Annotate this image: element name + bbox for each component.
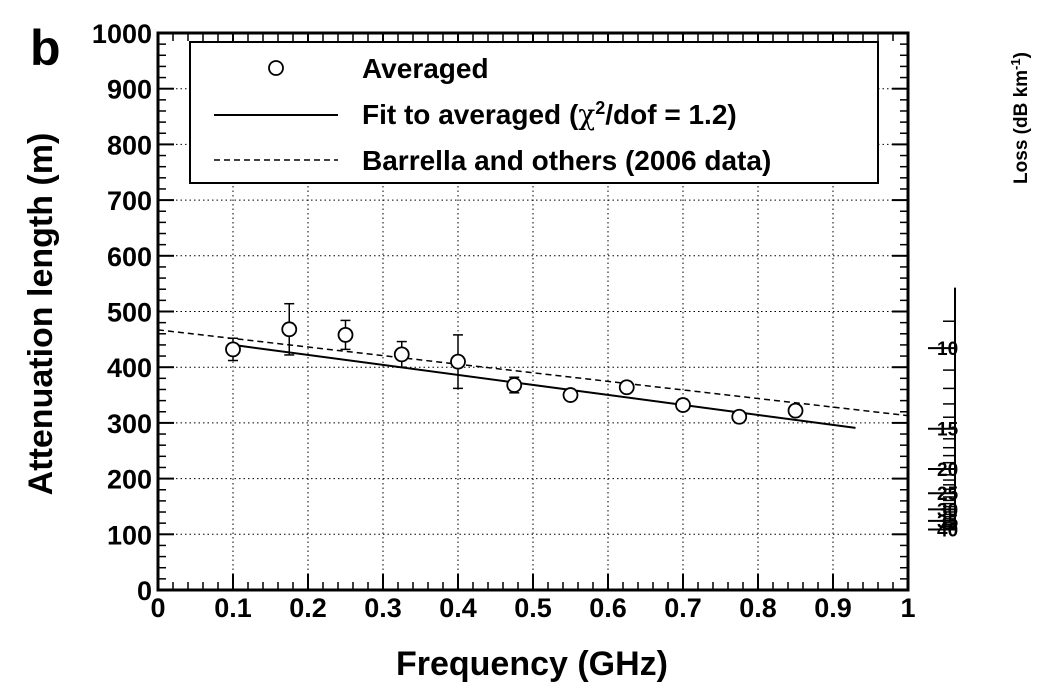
data-point (731, 408, 748, 425)
x-tick-label: 0.8 (739, 593, 777, 623)
right-axis-title-sup: -1 (1008, 58, 1023, 70)
right-axis-title: Loss (dB km-1) (1008, 52, 1033, 184)
x-tick-label: 0.9 (814, 593, 852, 623)
data-point (675, 397, 691, 413)
right-loss-axis: 10152025303540 (928, 287, 959, 542)
x-tick-label: 0.3 (364, 593, 402, 623)
y-tick-label: 300 (107, 409, 152, 439)
legend-fit-sup: 2 (595, 98, 605, 118)
data-point (393, 346, 410, 363)
right-axis-title-close: ) (1011, 52, 1032, 58)
y-axis-title: Attenuation length (m) (22, 133, 60, 496)
y-tick-label: 1000 (92, 19, 152, 49)
legend-label-barrella: Barrella and others (2006 data) (362, 145, 771, 176)
y-tick-label: 700 (107, 186, 152, 216)
x-tick-label: 0.7 (664, 593, 702, 623)
legend-marker-circle (268, 60, 284, 76)
fit-solid-line (232, 343, 856, 429)
legend-fit-text-after: /dof = 1.2) (605, 99, 736, 130)
data-point (450, 353, 466, 370)
x-tick-label: 0.6 (589, 593, 627, 623)
x-tick-label: 0.2 (289, 593, 327, 623)
right-tick-label: 40 (937, 521, 958, 542)
x-tick-label: 0.5 (514, 593, 552, 623)
data-point (506, 377, 523, 393)
legend: Averaged Fit to averaged (χ2/dof = 1.2) Ba… (189, 41, 879, 184)
y-tick-label: 900 (107, 75, 152, 105)
legend-label-fit: Fit to averaged (χ2/dof = 1.2) (362, 98, 737, 131)
y-tick-label: 200 (107, 465, 152, 495)
right-tick-label: 10 (937, 339, 958, 360)
y-tick-label: 800 (107, 130, 152, 160)
data-point (562, 387, 579, 403)
y-tick-label: 0 (137, 576, 152, 606)
x-tick-label: 0.1 (214, 593, 252, 623)
x-tick-label: 0.4 (439, 593, 477, 623)
right-tick-label: 15 (937, 420, 959, 441)
y-tick-label: 400 (107, 353, 152, 383)
y-tick-label: 600 (107, 242, 152, 272)
right-tick-label: 20 (937, 460, 958, 481)
y-tick-label: 100 (107, 520, 152, 550)
data-point (225, 341, 241, 358)
x-tick-label: 0 (150, 593, 165, 623)
data-point (787, 402, 804, 419)
legend-fit-chi: χ (578, 98, 595, 131)
legend-label-averaged: Averaged (362, 53, 489, 84)
data-series (157, 302, 909, 429)
panel-label: b (30, 20, 61, 76)
data-point (337, 326, 354, 343)
right-axis-title-main: Loss (dB km (1011, 70, 1032, 184)
y-tick-label: 500 (107, 298, 152, 328)
data-point (618, 379, 635, 396)
data-point (281, 321, 298, 338)
legend-fit-text-before: Fit to averaged ( (362, 99, 579, 130)
x-tick-label: 1 (900, 593, 915, 623)
x-axis-title: Frequency (GHz) (396, 645, 668, 683)
axis-ticks: 0 0.1 0.2 0.3 0.4 0.5 0.6 0.7 0.8 0.9 1 0 100 200 300 4… (92, 19, 916, 623)
barrella-dashed-line (157, 329, 909, 417)
